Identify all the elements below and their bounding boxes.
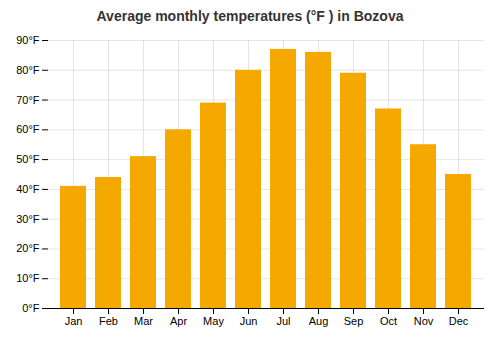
svg-text:Oct: Oct: [380, 315, 397, 327]
svg-text:Mar: Mar: [134, 315, 153, 327]
svg-text:Jul: Jul: [276, 315, 290, 327]
svg-text:Sep: Sep: [344, 315, 364, 327]
svg-text:70°F: 70°F: [16, 94, 40, 106]
svg-text:Jun: Jun: [240, 315, 258, 327]
svg-text:Feb: Feb: [99, 315, 118, 327]
svg-text:60°F: 60°F: [16, 123, 40, 135]
svg-text:10°F: 10°F: [16, 272, 40, 284]
svg-text:Jan: Jan: [65, 315, 83, 327]
svg-text:30°F: 30°F: [16, 213, 40, 225]
svg-text:Aug: Aug: [309, 315, 329, 327]
svg-text:50°F: 50°F: [16, 153, 40, 165]
svg-text:40°F: 40°F: [16, 183, 40, 195]
svg-text:20°F: 20°F: [16, 242, 40, 254]
html-text:Average monthly temperatures (: Average monthly temperatures (°F ) in Bo…: [96, 8, 404, 24]
svg-text:80°F: 80°F: [16, 64, 40, 76]
svg-text:0°F: 0°F: [22, 302, 40, 314]
svg-text:Nov: Nov: [414, 315, 434, 327]
svg-text:Apr: Apr: [170, 315, 187, 327]
svg-text:May: May: [203, 315, 224, 327]
svg-text:90°F: 90°F: [16, 34, 40, 46]
svg-text:Dec: Dec: [449, 315, 469, 327]
